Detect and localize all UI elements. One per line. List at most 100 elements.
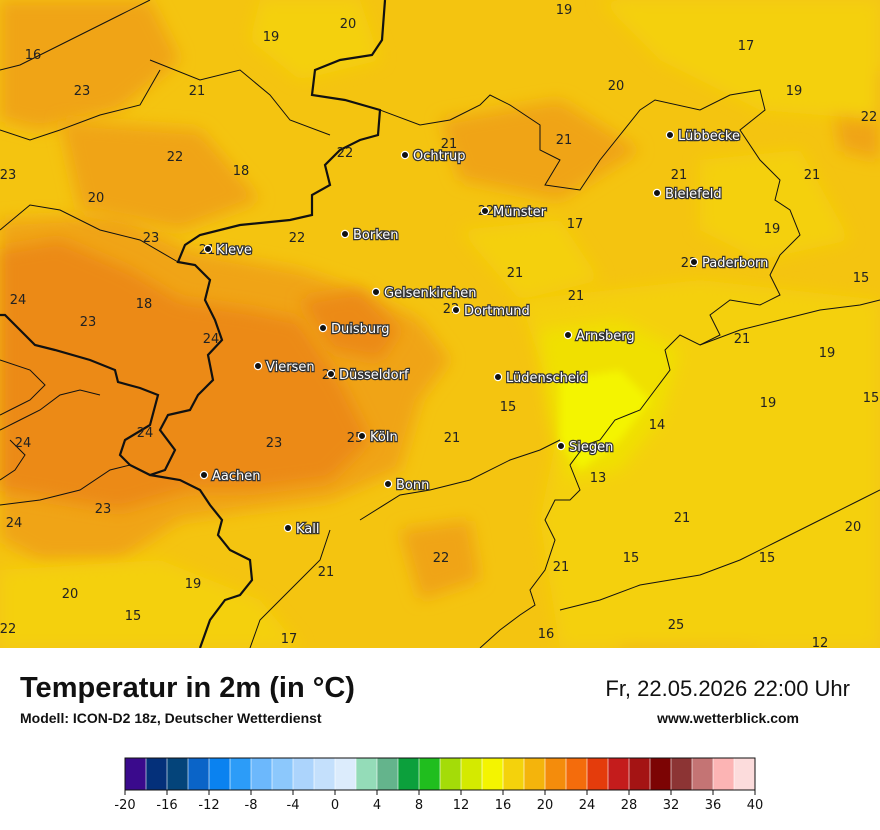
- temperature-value: 21: [441, 137, 458, 152]
- city-dot: [318, 323, 328, 333]
- legend-tick-label: 28: [621, 798, 638, 813]
- temperature-map: 19 20 16 19 17 23 21 20 19 22 21 21 20 22 23 18 22 21 21 20…: [0, 0, 880, 648]
- temperature-value: 15: [863, 391, 880, 406]
- legend-swatch: [188, 758, 210, 790]
- city-name: Arnsberg: [576, 329, 635, 344]
- legend-tick-label: 16: [495, 798, 512, 813]
- legend-tick-label: -20: [114, 798, 135, 813]
- legend-swatch: [713, 758, 735, 790]
- legend-tick-label: 20: [537, 798, 554, 813]
- temperature-value: 21: [189, 84, 206, 99]
- city-name: Kleve: [216, 243, 252, 258]
- legend-tick-label: 32: [663, 798, 680, 813]
- temperature-value: 19: [786, 84, 803, 99]
- legend-swatches: [125, 758, 756, 790]
- temperature-value: 24: [137, 426, 154, 441]
- city-markers: Ochtrup Lübbecke Bielefeld Münster Kleve Bork…: [199, 128, 770, 538]
- city-dot: [371, 287, 381, 297]
- temperature-value: 20: [340, 17, 357, 32]
- city-dot: [689, 257, 699, 267]
- temperature-value: 22: [861, 110, 878, 125]
- legend-tick-label: -16: [156, 798, 177, 813]
- city-name: Dortmund: [464, 304, 530, 319]
- temperature-value: 21: [507, 266, 524, 281]
- temperature-value: 15: [853, 271, 870, 286]
- city-name: Köln: [370, 430, 398, 445]
- city-name: Bonn: [396, 478, 429, 493]
- legend-tick-label: -4: [287, 798, 300, 813]
- temperature-value: 19: [185, 577, 202, 592]
- legend-swatch: [125, 758, 147, 790]
- temperature-value: 22: [433, 551, 450, 566]
- city-dot: [199, 470, 209, 480]
- legend-swatch: [377, 758, 399, 790]
- legend-swatch: [314, 758, 336, 790]
- legend-swatch: [608, 758, 630, 790]
- forecast-datetime: Fr, 22.05.2026 22:00 Uhr: [605, 676, 850, 701]
- city-marker: Bielefeld: [652, 186, 723, 203]
- temperature-value: 17: [738, 39, 755, 54]
- temperature-value: 16: [25, 48, 42, 63]
- city-marker: Köln: [357, 429, 399, 446]
- city-marker: Kleve: [203, 242, 253, 259]
- temperature-value: 21: [444, 431, 461, 446]
- legend-swatch: [671, 758, 693, 790]
- legend-swatch: [251, 758, 273, 790]
- temperature-value: 12: [812, 636, 829, 648]
- temperature-value: 24: [15, 436, 32, 451]
- temperature-value: 22: [0, 622, 16, 637]
- legend-tick-label: 24: [579, 798, 596, 813]
- city-name: Viersen: [266, 360, 315, 375]
- temperature-value: 22: [289, 231, 306, 246]
- borders: [0, 0, 880, 648]
- temperature-value: 22: [167, 150, 184, 165]
- city-name: Kall: [296, 522, 320, 537]
- temperature-value: 24: [203, 332, 220, 347]
- legend-swatch: [461, 758, 483, 790]
- city-marker: Aachen: [199, 468, 262, 485]
- temperature-value: 21: [671, 168, 688, 183]
- city-name: Borken: [353, 228, 399, 243]
- legend-tick-label: 40: [747, 798, 764, 813]
- temperature-value: 21: [674, 511, 691, 526]
- model-info: Modell: ICON-D2 18z, Deutscher Wetterdie…: [20, 710, 322, 726]
- city-marker: Siegen: [556, 439, 615, 456]
- city-name: Ochtrup: [413, 149, 466, 164]
- temperature-value: 18: [136, 297, 153, 312]
- temperature-value: 23: [143, 231, 160, 246]
- temperature-value: 21: [734, 332, 751, 347]
- city-marker: Ochtrup: [400, 148, 467, 165]
- legend-swatch: [356, 758, 378, 790]
- legend-swatch: [482, 758, 504, 790]
- city-marker: Gelsenkirchen: [371, 285, 478, 302]
- city-marker: Arnsberg: [563, 328, 636, 345]
- city-marker: Duisburg: [318, 321, 391, 338]
- legend-swatch: [209, 758, 231, 790]
- city-name: Bielefeld: [665, 187, 722, 202]
- temperature-value: 15: [759, 551, 776, 566]
- city-marker: Düsseldorf: [326, 367, 410, 384]
- temperature-value: 17: [567, 217, 584, 232]
- city-dot: [400, 150, 410, 160]
- legend-tick-label: -12: [198, 798, 219, 813]
- temperature-field: [0, 0, 880, 648]
- legend-swatch: [272, 758, 294, 790]
- temperature-value: 22: [337, 146, 354, 161]
- legend-swatch: [167, 758, 189, 790]
- city-marker: Münster: [480, 204, 548, 221]
- website-link: www.wetterblick.com: [657, 710, 799, 726]
- legend-swatch: [440, 758, 462, 790]
- city-dot: [340, 229, 350, 239]
- city-dot: [357, 431, 367, 441]
- city-name: Gelsenkirchen: [384, 286, 477, 301]
- city-name: Düsseldorf: [339, 368, 409, 383]
- city-marker: Bonn: [383, 477, 431, 494]
- city-dot: [451, 305, 461, 315]
- legend-swatch: [524, 758, 546, 790]
- temperature-value: 20: [716, 128, 733, 143]
- city-dot: [493, 372, 503, 382]
- temperature-value: 19: [764, 222, 781, 237]
- city-dot: [283, 523, 293, 533]
- temperature-value: 21: [568, 289, 585, 304]
- temperature-value: 19: [819, 346, 836, 361]
